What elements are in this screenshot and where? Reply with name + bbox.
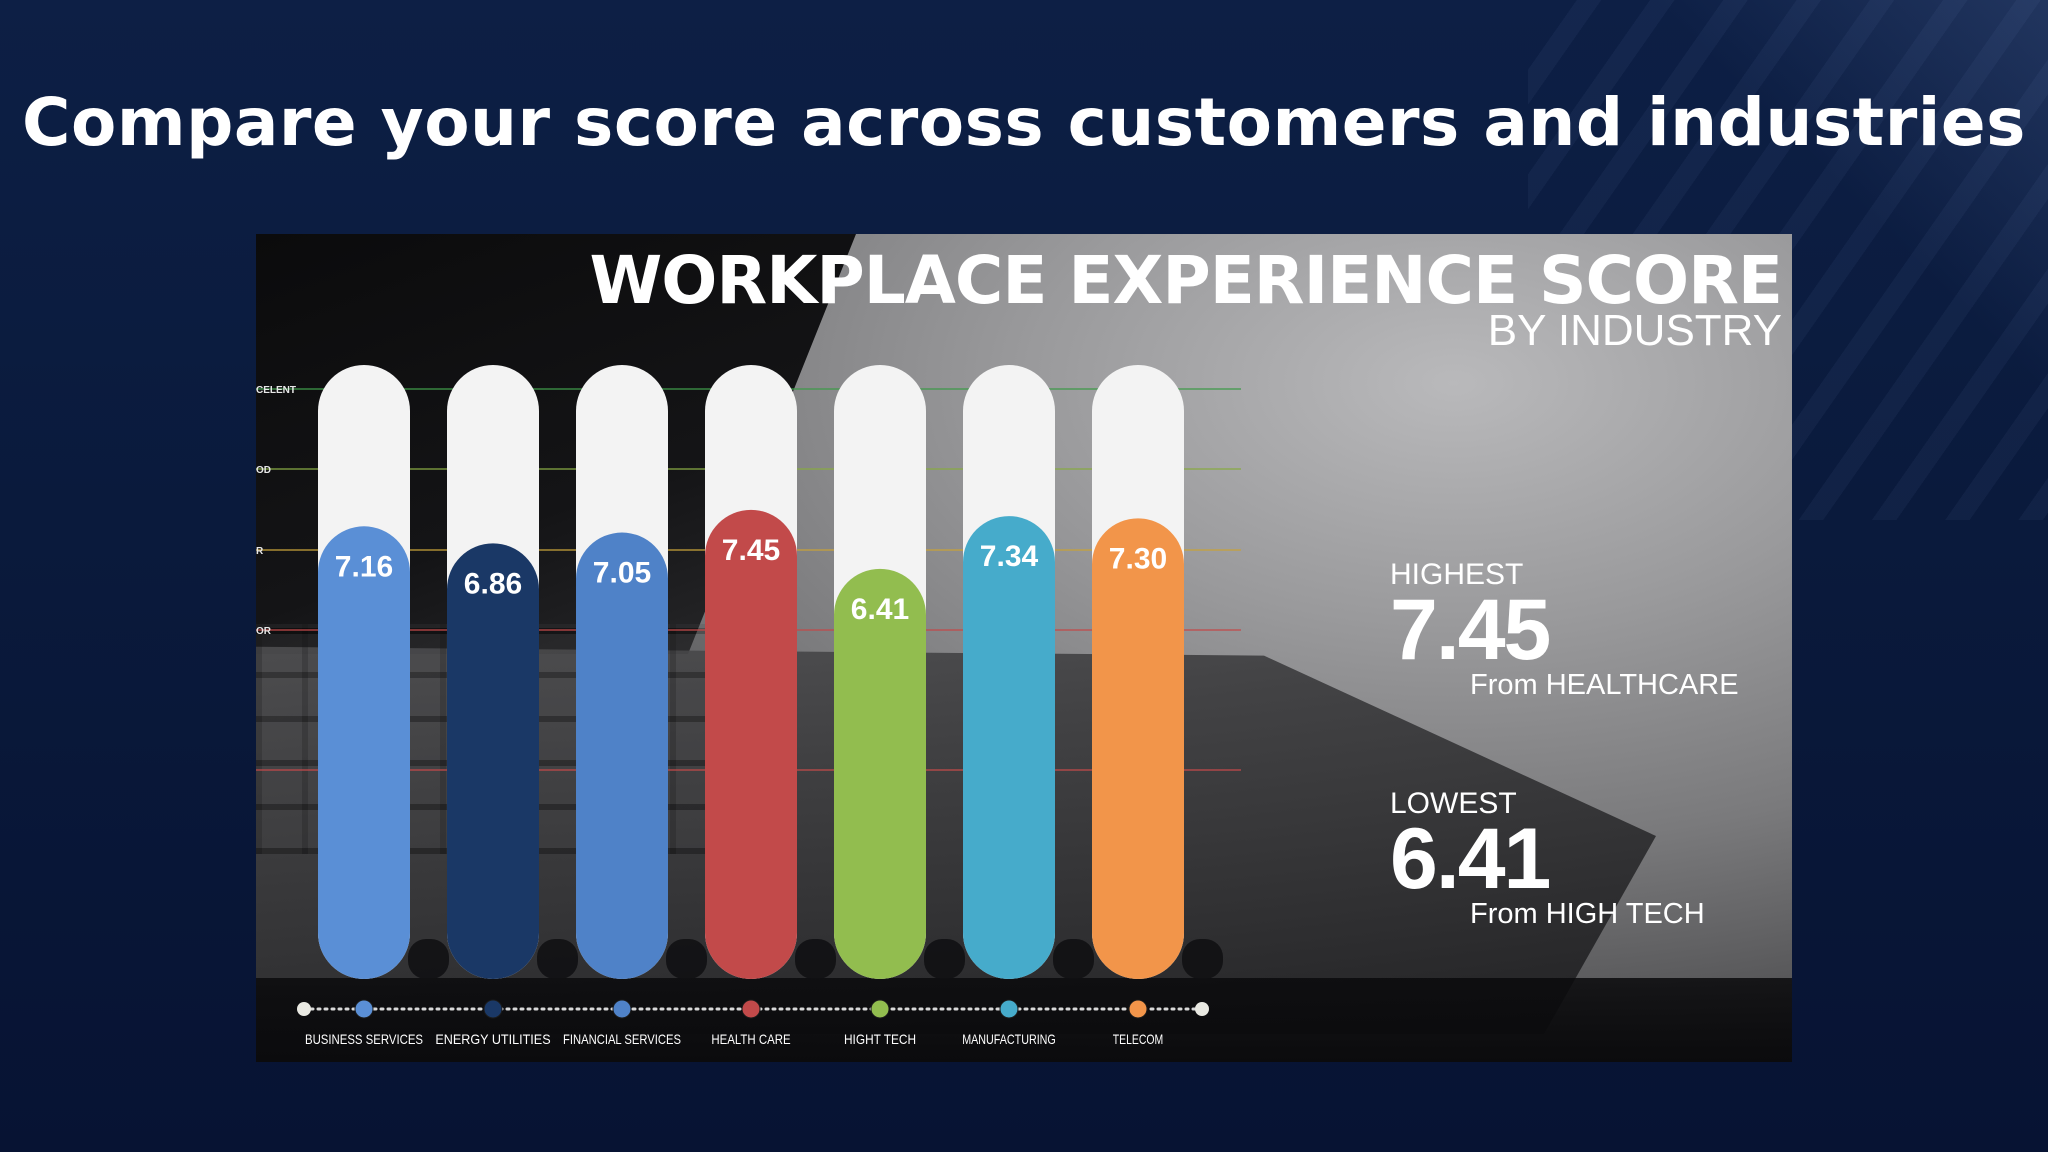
threshold-label: R [256,546,264,557]
timeline-category-dot [999,999,1019,1019]
timeline-end-dot [1195,1002,1209,1016]
lowest-value: 6.41 [1390,811,1551,907]
bar-value-label: 7.30 [1109,542,1167,575]
slide-title: Compare your score across customers and … [22,84,2026,161]
bar-fill [1092,518,1184,979]
timeline-category-dot [612,999,632,1019]
threshold-label: CELENT [256,385,296,396]
category-tick-label: ENERGY UTILITIES [435,1031,550,1047]
bar-value-label: 7.34 [980,540,1039,573]
highest-caption: HIGHEST [1390,558,1524,591]
category-tick-label: TELECOM [1113,1031,1163,1047]
bar-value-label: 7.16 [335,550,393,583]
chart-panel: CELENT OD R OR 7.16 BUSINESS SERVICES 6.86 ENER… [256,234,1792,1062]
bar-gap-shadow [795,939,836,979]
category-tick-label: HEALTH CARE [711,1031,790,1047]
bar-fill [705,509,797,979]
bar-gap-shadow [408,939,449,979]
category-tick-label: HIGHT TECH [844,1031,916,1047]
bar-gap-shadow [666,939,707,979]
timeline-category-dot [741,999,761,1019]
bar-fill [963,516,1055,979]
bar-value-label: 7.05 [593,557,651,590]
category-tick-label: MANUFACTURING [962,1031,1056,1047]
bar-fill [576,532,668,979]
timeline-category-dot [1128,999,1148,1019]
score-bar-chart: CELENT OD R OR 7.16 BUSINESS SERVICES 6.86 ENER… [256,365,1241,1047]
bar-fill [318,526,410,979]
highest-stat: HIGHEST 7.45 From HEALTHCARE [1390,558,1739,701]
bar-gap-shadow [924,939,965,979]
lowest-stat: LOWEST 6.41 From HIGH TECH [1390,787,1705,930]
bar-fill [447,543,539,979]
category-tick-label: FINANCIAL SERVICES [563,1031,681,1047]
timeline-category-dot [483,999,503,1019]
timeline-category-dot [354,999,374,1019]
highest-source: From HEALTHCARE [1470,669,1739,701]
lowest-caption: LOWEST [1390,787,1517,820]
bar-gap-shadow [1182,939,1223,979]
timeline-category-dot [870,999,890,1019]
bar-value-label: 6.41 [851,593,909,626]
threshold-label: OR [256,626,272,637]
bar-gap-shadow [537,939,578,979]
bar-value-label: 7.45 [722,534,780,567]
timeline-start-dot [297,1002,311,1016]
bar-value-label: 6.86 [464,567,522,600]
lowest-source: From HIGH TECH [1470,898,1705,930]
threshold-label: OD [256,465,271,476]
category-footer-strip [256,978,1792,1062]
bar-gap-shadow [1053,939,1094,979]
category-tick-label: BUSINESS SERVICES [305,1031,423,1047]
chart-subtitle: BY INDUSTRY [1487,306,1782,355]
highest-value: 7.45 [1390,582,1551,678]
bar-fill [834,568,926,979]
chart-title: WORKPLACE EXPERIENCE SCORE [589,242,1783,319]
